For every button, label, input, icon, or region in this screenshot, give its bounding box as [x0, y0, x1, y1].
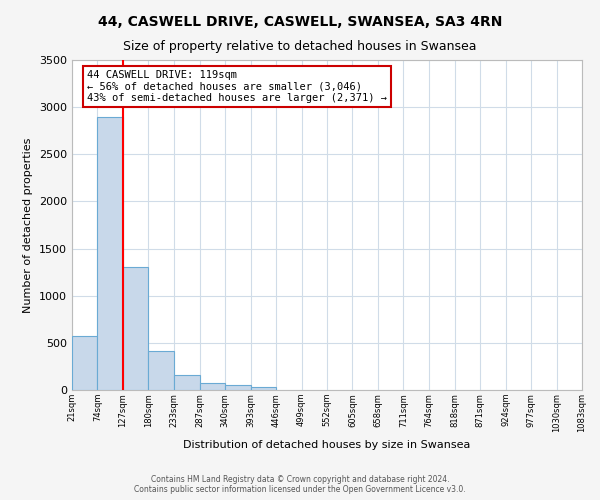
X-axis label: Distribution of detached houses by size in Swansea: Distribution of detached houses by size … [184, 440, 470, 450]
Text: Size of property relative to detached houses in Swansea: Size of property relative to detached ho… [123, 40, 477, 53]
Bar [72, 336, 97, 390]
Bar [97, 116, 123, 390]
Y-axis label: Number of detached properties: Number of detached properties [23, 138, 34, 312]
Bar [225, 386, 251, 390]
Bar [123, 268, 148, 390]
Text: 44 CASWELL DRIVE: 119sqm
← 56% of detached houses are smaller (3,046)
43% of sem: 44 CASWELL DRIVE: 119sqm ← 56% of detach… [88, 70, 388, 103]
Text: 44, CASWELL DRIVE, CASWELL, SWANSEA, SA3 4RN: 44, CASWELL DRIVE, CASWELL, SWANSEA, SA3… [98, 15, 502, 29]
Bar [200, 383, 225, 390]
Text: Contains HM Land Registry data © Crown copyright and database right 2024.
Contai: Contains HM Land Registry data © Crown c… [134, 474, 466, 494]
Bar [174, 375, 200, 390]
Bar [148, 351, 174, 390]
Bar [251, 387, 276, 390]
